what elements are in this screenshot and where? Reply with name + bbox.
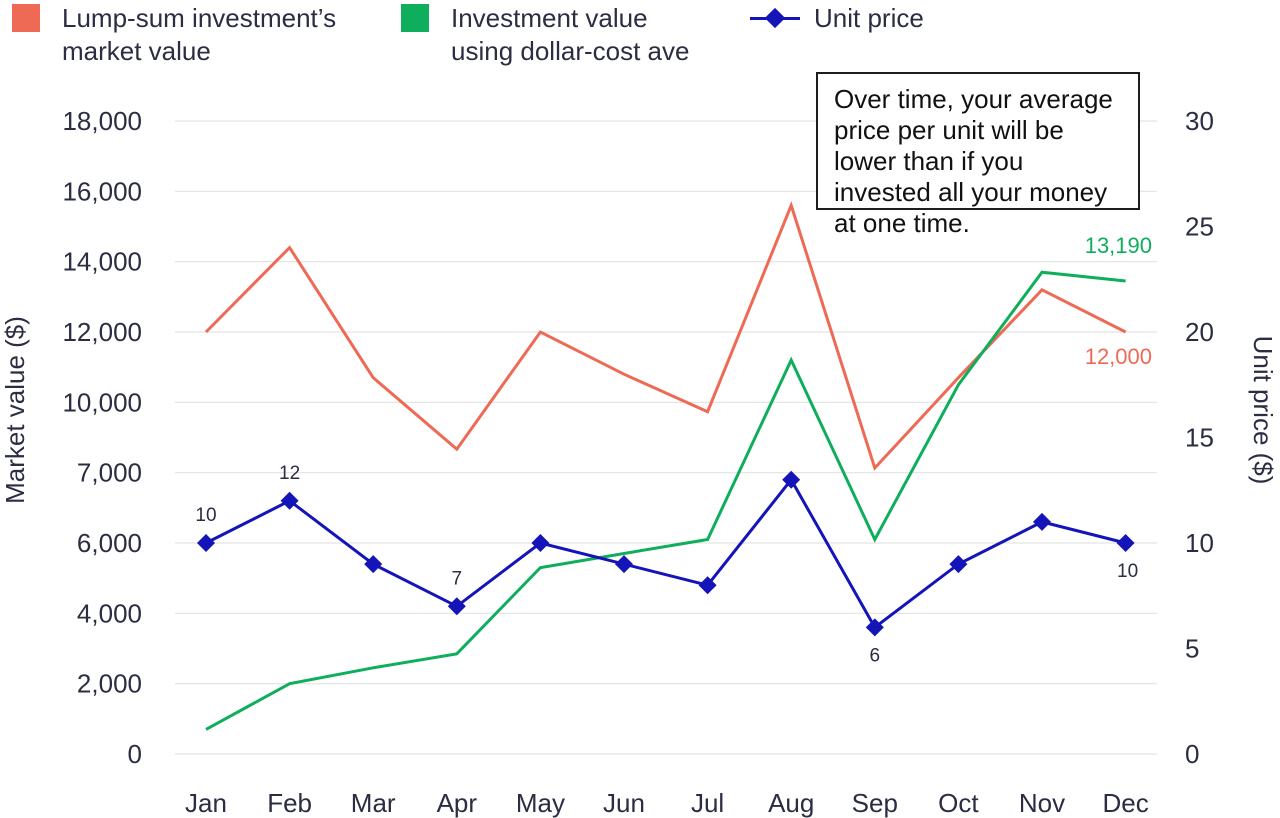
right-tick-label: 25 — [1185, 212, 1214, 242]
left-tick-label: 14,000 — [62, 247, 142, 277]
unit-price-marker — [698, 576, 717, 595]
legend-item-lump-sum: Lump-sum investment’s market value — [12, 2, 336, 68]
unit-price-marker — [280, 491, 299, 510]
unit-price-data-label: 10 — [1117, 561, 1138, 582]
unit-price-marker — [447, 597, 466, 616]
left-tick-label: 12,000 — [62, 317, 142, 347]
right-tick-label: 15 — [1185, 423, 1214, 453]
unit-price-marker — [782, 470, 801, 489]
left-tick-label: 4,000 — [77, 598, 142, 628]
series-line-1 — [205, 270, 1126, 731]
unit-price-marker — [364, 555, 383, 574]
x-tick-label: May — [516, 788, 565, 818]
left-tick-label: 7,000 — [77, 458, 142, 488]
legend-label-lump-sum: Lump-sum investment’s market value — [62, 3, 337, 66]
chart-legend: Lump-sum investment’s market value Inves… — [0, 0, 1280, 70]
series-line-2 — [205, 477, 1126, 630]
x-tick-label: Dec — [1102, 788, 1148, 818]
x-tick-label: Mar — [351, 788, 396, 818]
series-lines — [197, 200, 1135, 731]
x-tick-label: Jul — [691, 788, 724, 818]
annotation-box: Over time, your average price per unit w… — [816, 72, 1140, 238]
legend-item-dollar-cost: Investment value using dollar-cost ave — [401, 2, 689, 68]
series-line-0 — [204, 200, 1127, 471]
legend-swatch-lump-sum — [12, 4, 40, 32]
unit-price-marker — [865, 618, 884, 637]
unit-price-marker — [197, 534, 215, 552]
unit-price-marker — [1116, 534, 1135, 552]
left-axis-ticks: 0 2,000 4,000 6,000 7,000 10,000 12,000 14,000 1… — [62, 106, 142, 769]
legend-label-unit-price: Unit price — [814, 3, 924, 33]
x-tick-label: Apr — [437, 788, 478, 818]
x-tick-label: Sep — [852, 788, 898, 818]
left-axis-title: Market value ($) — [0, 316, 30, 504]
unit-price-data-label: 12 — [279, 463, 300, 484]
unit-price-data-label: 7 — [452, 568, 463, 589]
unit-price-data-label: 6 — [870, 645, 881, 666]
right-axis-title: Unit price ($) — [1248, 336, 1278, 485]
legend-swatch-dollar-cost — [401, 4, 429, 32]
x-tick-label: Jun — [603, 788, 645, 818]
unit-price-data-label: 10 — [195, 505, 216, 526]
unit-price-marker — [949, 555, 968, 574]
right-tick-label: 0 — [1185, 739, 1199, 769]
legend-item-unit-price: Unit price — [750, 2, 924, 35]
x-axis-ticks: Jan Feb Mar Apr May Jun Jul Aug Sep Oct Nov Dec — [185, 788, 1149, 818]
x-tick-label: Nov — [1019, 788, 1065, 818]
right-tick-label: 20 — [1185, 317, 1214, 347]
right-tick-label: 10 — [1185, 528, 1214, 558]
grid-lines — [175, 120, 1157, 755]
x-tick-label: Oct — [938, 788, 979, 818]
unit-price-marker — [1033, 512, 1051, 531]
left-tick-label: 16,000 — [62, 176, 142, 206]
data-labels: 12,000 13,190 10 12 7 6 10 — [195, 233, 1152, 666]
legend-marker-unit-price — [750, 4, 800, 32]
right-tick-label: 5 — [1185, 634, 1199, 664]
left-tick-label: 10,000 — [62, 387, 142, 417]
left-tick-label: 6,000 — [77, 528, 142, 558]
left-tick-label: 18,000 — [62, 106, 142, 136]
series-end-label: 12,000 — [1085, 344, 1152, 369]
left-tick-label: 0 — [128, 739, 142, 769]
unit-price-marker — [531, 534, 550, 552]
legend-label-dollar-cost: Investment value using dollar-cost ave — [451, 3, 690, 66]
right-axis-ticks: 0 5 10 15 20 25 30 — [1185, 106, 1214, 769]
unit-price-marker — [615, 555, 633, 574]
left-tick-label: 2,000 — [77, 669, 142, 699]
x-tick-label: Jan — [185, 788, 227, 818]
x-tick-label: Feb — [267, 788, 312, 818]
x-tick-label: Aug — [768, 788, 814, 818]
series-end-label: 13,190 — [1085, 233, 1152, 258]
right-tick-label: 30 — [1185, 106, 1214, 136]
annotation-text: Over time, your average price per unit w… — [834, 84, 1113, 238]
